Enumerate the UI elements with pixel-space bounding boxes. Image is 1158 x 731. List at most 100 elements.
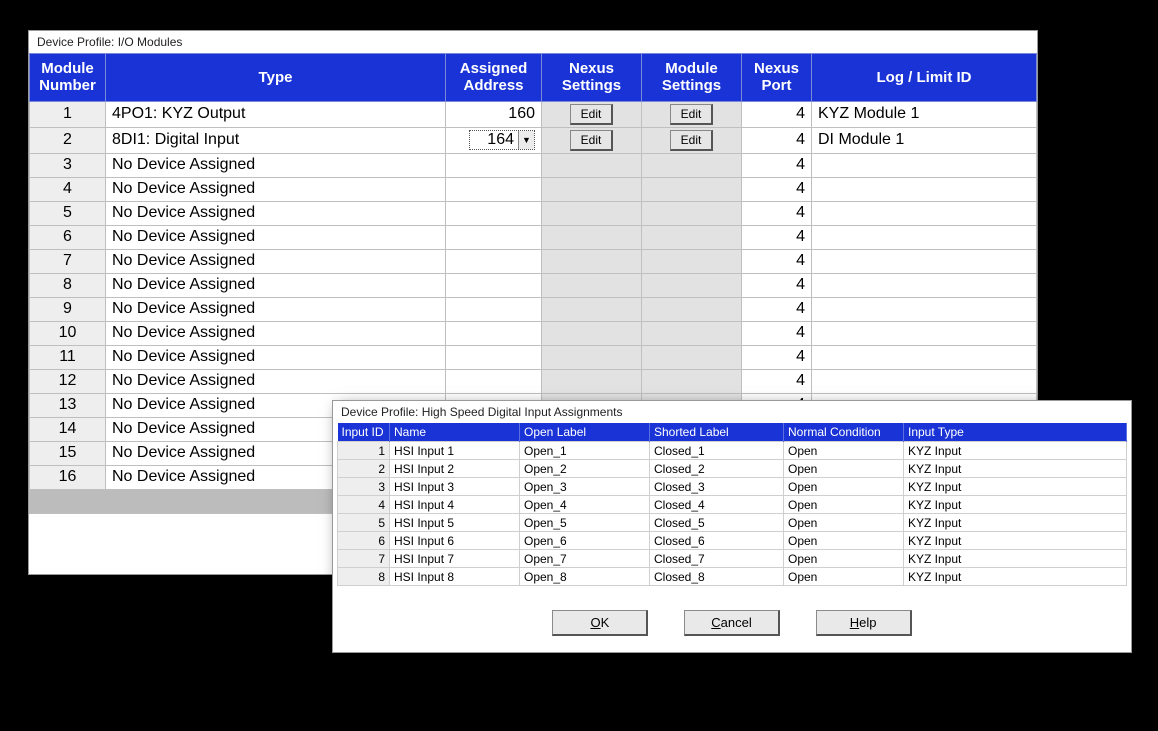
nexus-settings-edit-button[interactable]: Edit: [570, 104, 614, 125]
log-limit-cell: DI Module 1: [812, 127, 1037, 153]
type-cell[interactable]: No Device Assigned: [106, 297, 446, 321]
help-button[interactable]: Help: [816, 610, 912, 636]
module-number-cell: 4: [30, 177, 106, 201]
open-label-cell[interactable]: Open_7: [520, 550, 650, 568]
nexus-port-cell: 4: [742, 273, 812, 297]
cancel-label: ancel: [721, 615, 752, 630]
name-cell[interactable]: HSI Input 6: [390, 532, 520, 550]
open-label-cell[interactable]: Open_1: [520, 442, 650, 460]
input-type-cell[interactable]: KYZ Input: [904, 460, 1127, 478]
table-row: 1HSI Input 1Open_1Closed_1OpenKYZ Input: [338, 442, 1127, 460]
table-row: 5HSI Input 5Open_5Closed_5OpenKYZ Input: [338, 514, 1127, 532]
type-cell[interactable]: No Device Assigned: [106, 249, 446, 273]
input-type-cell[interactable]: KYZ Input: [904, 514, 1127, 532]
shorted-label-cell[interactable]: Closed_1: [650, 442, 784, 460]
type-cell[interactable]: No Device Assigned: [106, 321, 446, 345]
cancel-button[interactable]: Cancel: [684, 610, 780, 636]
module-settings-cell: [642, 273, 742, 297]
table-row: 7No Device Assigned4: [30, 249, 1037, 273]
col-log-limit-id: Log / Limit ID: [812, 54, 1037, 102]
nexus-port-cell: 4: [742, 321, 812, 345]
assigned-address-cell[interactable]: 160: [446, 101, 542, 127]
module-settings-cell: Edit: [642, 101, 742, 127]
name-cell[interactable]: HSI Input 3: [390, 478, 520, 496]
normal-condition-cell[interactable]: Open: [784, 550, 904, 568]
nexus-port-cell: 4: [742, 101, 812, 127]
nexus-settings-cell: Edit: [542, 127, 642, 153]
type-cell[interactable]: 8DI1: Digital Input: [106, 127, 446, 153]
name-cell[interactable]: HSI Input 2: [390, 460, 520, 478]
module-number-cell: 14: [30, 417, 106, 441]
normal-condition-cell[interactable]: Open: [784, 568, 904, 586]
col-module-settings: ModuleSettings: [642, 54, 742, 102]
table-row: 28DI1: Digital Input164▼EditEdit4DI Modu…: [30, 127, 1037, 153]
nexus-settings-cell: [542, 321, 642, 345]
module-settings-edit-button[interactable]: Edit: [670, 130, 714, 151]
open-label-cell[interactable]: Open_2: [520, 460, 650, 478]
input-type-cell[interactable]: KYZ Input: [904, 532, 1127, 550]
table-row: 14PO1: KYZ Output160 Edit Edit 4KYZ Module …: [30, 101, 1037, 127]
name-cell[interactable]: HSI Input 1: [390, 442, 520, 460]
shorted-label-cell[interactable]: Closed_2: [650, 460, 784, 478]
module-number-cell: 2: [30, 127, 106, 153]
nexus-settings-edit-button[interactable]: Edit: [570, 130, 614, 151]
module-settings-cell: [642, 297, 742, 321]
normal-condition-cell[interactable]: Open: [784, 442, 904, 460]
open-label-cell[interactable]: Open_6: [520, 532, 650, 550]
normal-condition-cell[interactable]: Open: [784, 532, 904, 550]
type-cell[interactable]: No Device Assigned: [106, 201, 446, 225]
normal-condition-cell[interactable]: Open: [784, 478, 904, 496]
assigned-address-cell: [446, 225, 542, 249]
open-label-cell[interactable]: Open_3: [520, 478, 650, 496]
normal-condition-cell[interactable]: Open: [784, 514, 904, 532]
open-label-cell[interactable]: Open_5: [520, 514, 650, 532]
table-row: 12No Device Assigned4: [30, 369, 1037, 393]
open-label-cell[interactable]: Open_8: [520, 568, 650, 586]
name-cell[interactable]: HSI Input 4: [390, 496, 520, 514]
help-label: elp: [859, 615, 876, 630]
input-id-cell: 7: [338, 550, 390, 568]
log-limit-cell: [812, 321, 1037, 345]
col-normal-condition: Normal Condition: [784, 423, 904, 442]
name-cell[interactable]: HSI Input 5: [390, 514, 520, 532]
shorted-label-cell[interactable]: Closed_5: [650, 514, 784, 532]
table-row: 7HSI Input 7Open_7Closed_7OpenKYZ Input: [338, 550, 1127, 568]
name-cell[interactable]: HSI Input 8: [390, 568, 520, 586]
assigned-address-cell[interactable]: 164▼: [446, 127, 542, 153]
nexus-port-cell: 4: [742, 177, 812, 201]
log-limit-cell: KYZ Module 1: [812, 101, 1037, 127]
module-number-cell: 1: [30, 101, 106, 127]
input-type-cell[interactable]: KYZ Input: [904, 442, 1127, 460]
module-settings-edit-button[interactable]: Edit: [670, 104, 714, 125]
normal-condition-cell[interactable]: Open: [784, 460, 904, 478]
type-cell[interactable]: No Device Assigned: [106, 153, 446, 177]
type-cell[interactable]: No Device Assigned: [106, 225, 446, 249]
log-limit-cell: [812, 201, 1037, 225]
shorted-label-cell[interactable]: Closed_7: [650, 550, 784, 568]
type-cell[interactable]: No Device Assigned: [106, 273, 446, 297]
shorted-label-cell[interactable]: Closed_6: [650, 532, 784, 550]
table-row: 8HSI Input 8Open_8Closed_8OpenKYZ Input: [338, 568, 1127, 586]
open-label-cell[interactable]: Open_4: [520, 496, 650, 514]
module-number-cell: 6: [30, 225, 106, 249]
module-number-cell: 9: [30, 297, 106, 321]
input-type-cell[interactable]: KYZ Input: [904, 478, 1127, 496]
type-cell[interactable]: No Device Assigned: [106, 345, 446, 369]
type-cell[interactable]: 4PO1: KYZ Output: [106, 101, 446, 127]
name-cell[interactable]: HSI Input 7: [390, 550, 520, 568]
address-dropdown[interactable]: 164▼: [469, 130, 535, 150]
input-type-cell[interactable]: KYZ Input: [904, 496, 1127, 514]
input-type-cell[interactable]: KYZ Input: [904, 568, 1127, 586]
input-type-cell[interactable]: KYZ Input: [904, 550, 1127, 568]
nexus-settings-cell: [542, 345, 642, 369]
normal-condition-cell[interactable]: Open: [784, 496, 904, 514]
module-settings-cell: Edit: [642, 127, 742, 153]
shorted-label-cell[interactable]: Closed_3: [650, 478, 784, 496]
ok-button[interactable]: OK: [552, 610, 648, 636]
shorted-label-cell[interactable]: Closed_8: [650, 568, 784, 586]
shorted-label-cell[interactable]: Closed_4: [650, 496, 784, 514]
type-cell[interactable]: No Device Assigned: [106, 369, 446, 393]
log-limit-cell: [812, 225, 1037, 249]
chevron-down-icon[interactable]: ▼: [518, 131, 534, 149]
type-cell[interactable]: No Device Assigned: [106, 177, 446, 201]
